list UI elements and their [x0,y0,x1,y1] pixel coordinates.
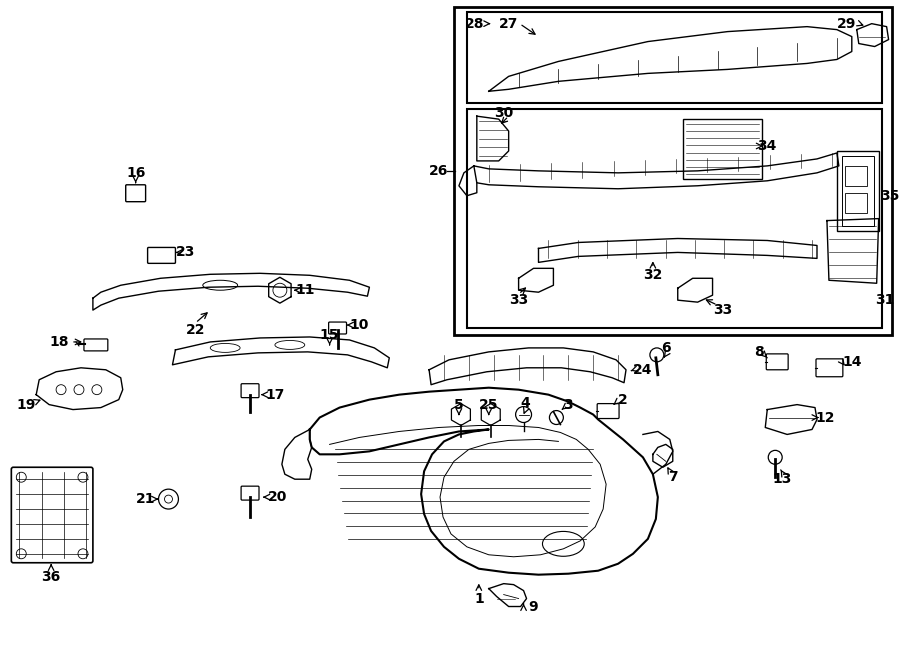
Text: 23: 23 [176,245,195,259]
Text: 32: 32 [644,268,662,282]
Text: 5: 5 [454,398,464,412]
Text: 2: 2 [618,393,628,407]
Text: 28: 28 [465,17,484,30]
Bar [845,166,867,186]
Bar [837,151,878,231]
Text: 3: 3 [563,398,573,412]
Bar [467,12,882,103]
Text: 24: 24 [634,363,652,377]
Text: 17: 17 [266,387,284,402]
Text: 21: 21 [136,492,156,506]
Text: 26: 26 [429,164,449,178]
Text: 36: 36 [41,570,60,584]
Bar [842,156,874,225]
Text: 29: 29 [837,17,857,30]
Bar [454,7,892,335]
Text: 12: 12 [815,410,834,424]
Text: 25: 25 [479,398,499,412]
Text: 9: 9 [528,600,538,613]
Text: 13: 13 [772,472,792,486]
Text: 31: 31 [875,293,895,307]
Text: 33: 33 [713,303,732,317]
Text: 19: 19 [16,398,36,412]
Text: 33: 33 [509,293,528,307]
Text: 4: 4 [521,396,530,410]
Text: 8: 8 [754,345,764,359]
Text: 20: 20 [268,490,288,504]
Text: 1: 1 [474,592,483,605]
Bar [845,193,867,213]
Bar [683,119,762,179]
Text: 35: 35 [880,189,899,203]
Text: 30: 30 [494,106,513,120]
Text: 11: 11 [295,283,314,297]
Text: 14: 14 [842,355,861,369]
Text: 22: 22 [185,323,205,337]
Text: 34: 34 [758,139,777,153]
Text: 15: 15 [320,328,339,342]
Text: 6: 6 [661,341,670,355]
Text: 10: 10 [350,318,369,332]
Text: 27: 27 [499,17,518,30]
Text: 16: 16 [126,166,146,180]
Bar [467,109,882,328]
Text: 18: 18 [50,335,68,349]
Text: 7: 7 [668,470,678,485]
